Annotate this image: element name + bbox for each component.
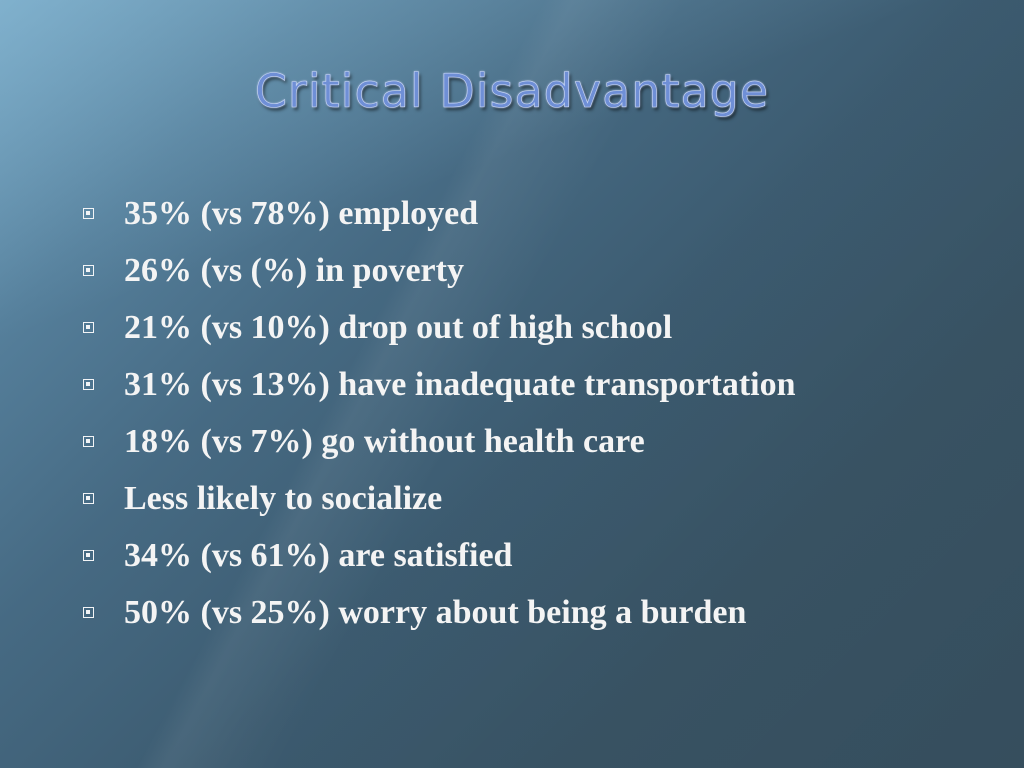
list-item: 31% (vs 13%) have inadequate transportat… [80, 356, 1000, 413]
square-bullet-icon [83, 322, 94, 333]
slide-title: Critical Disadvantage [254, 64, 770, 119]
square-bullet-icon [83, 265, 94, 276]
list-item: 35% (vs 78%) employed [80, 185, 1000, 242]
square-bullet-icon [83, 436, 94, 447]
list-item: Less likely to socialize [80, 470, 1000, 527]
list-item: 18% (vs 7%) go without health care [80, 413, 1000, 470]
bullet-text: 34% (vs 61%) are satisfied [124, 536, 513, 574]
bullet-list: 35% (vs 78%) employed 26% (vs (%) in pov… [80, 185, 1000, 641]
bullet-text: 26% (vs (%) in poverty [124, 251, 464, 289]
square-bullet-icon [83, 550, 94, 561]
list-item: 26% (vs (%) in poverty [80, 242, 1000, 299]
square-bullet-icon [83, 607, 94, 618]
bullet-text: 21% (vs 10%) drop out of high school [124, 308, 673, 346]
square-bullet-icon [83, 493, 94, 504]
list-item: 21% (vs 10%) drop out of high school [80, 299, 1000, 356]
list-item: 34% (vs 61%) are satisfied [80, 527, 1000, 584]
bullet-text: 35% (vs 78%) employed [124, 194, 479, 232]
list-item: 50% (vs 25%) worry about being a burden [80, 584, 1000, 641]
bullet-text: 31% (vs 13%) have inadequate transportat… [124, 365, 796, 403]
square-bullet-icon [83, 208, 94, 219]
square-bullet-icon [83, 379, 94, 390]
bullet-text: 50% (vs 25%) worry about being a burden [124, 593, 747, 631]
bullet-text: 18% (vs 7%) go without health care [124, 422, 645, 460]
bullet-text: Less likely to socialize [124, 479, 443, 517]
